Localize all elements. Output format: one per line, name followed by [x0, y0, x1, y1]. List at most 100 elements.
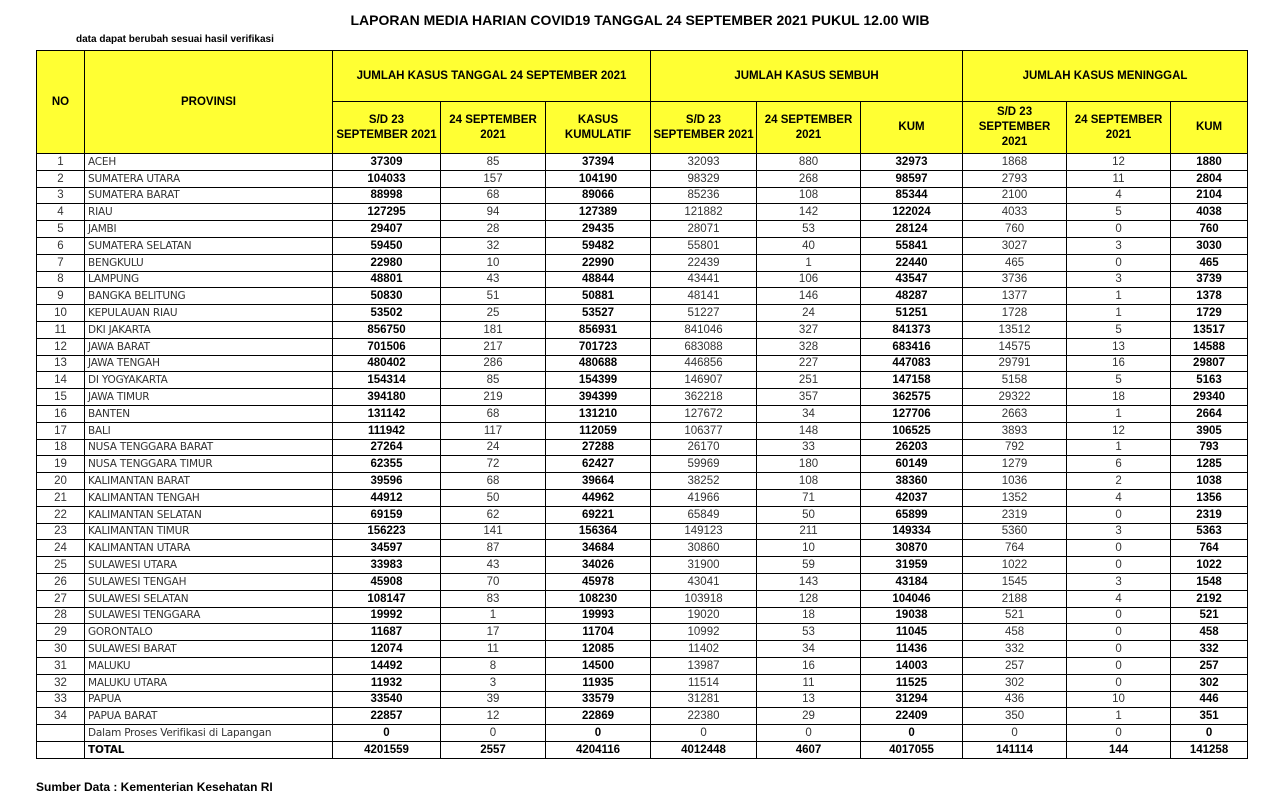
value-cell: 14003	[860, 656, 964, 675]
value-cell: 104190	[544, 169, 652, 188]
value-cell: 792	[962, 438, 1068, 457]
value-cell: 59	[756, 556, 862, 574]
value-cell: 69159	[332, 505, 441, 524]
province: MALUKU UTARA	[84, 673, 333, 692]
value-cell: 10	[1066, 690, 1172, 709]
value-cell: 302	[1170, 673, 1249, 692]
value-cell: 880	[756, 153, 862, 171]
value-cell: 2188	[962, 589, 1068, 608]
header-cell: NO	[36, 50, 85, 154]
value-cell: 4204116	[544, 740, 652, 759]
value-cell: 108147	[332, 589, 441, 608]
value-cell: 1	[1066, 404, 1172, 423]
value-cell: 12	[440, 707, 546, 726]
row-number: 28	[36, 606, 85, 625]
value-cell: 351	[1170, 707, 1249, 726]
table-row: 33 PAPUA 33540 39 33579 31281 13 31294 436 10 446	[36, 690, 1249, 709]
group-header: JUMLAH KASUS TANGGAL 24 SEPTEMBER 2021	[331, 50, 652, 102]
value-cell: 88998	[332, 186, 441, 205]
value-cell: 108	[756, 472, 862, 490]
value-cell: 29340	[1170, 388, 1249, 406]
value-cell: 34	[756, 404, 862, 423]
value-cell: 13	[756, 690, 862, 709]
sub-header: S/D 23 SEPTEMBER 2021	[650, 101, 758, 154]
table-row: 11 DKI JAKARTA 856750 181 856931 841046 327 841…	[36, 320, 1249, 339]
table-row: 21 KALIMANTAN TENGAH 44912 50 44962 41966 71 42…	[36, 488, 1249, 507]
value-cell: 14575	[962, 337, 1068, 356]
value-cell: 18	[1066, 388, 1172, 406]
value-cell: 446	[1170, 690, 1249, 709]
value-cell: 760	[962, 220, 1068, 238]
value-cell: 19993	[544, 606, 652, 625]
value-cell: 16	[1066, 354, 1172, 373]
row-number: 26	[36, 572, 85, 591]
header-cell: PROVINSI	[84, 50, 333, 154]
row-number: 25	[36, 556, 85, 574]
value-cell: 30860	[650, 539, 758, 558]
value-cell: 0	[1066, 673, 1172, 692]
value-cell: 4201559	[332, 740, 441, 759]
value-cell: 0	[1066, 656, 1172, 675]
value-cell: 5158	[962, 371, 1068, 390]
value-cell: 4012448	[650, 740, 758, 759]
value-cell: 181	[440, 320, 546, 339]
value-cell: 43547	[860, 270, 964, 289]
value-cell: 1	[1066, 438, 1172, 457]
sub-header: S/D 23 SEPTEMBER 2021	[962, 101, 1068, 154]
value-cell: 1377	[962, 287, 1068, 306]
value-cell: 122024	[860, 203, 964, 222]
value-cell: 12	[1066, 421, 1172, 440]
value-cell: 4017055	[860, 740, 964, 759]
row-number: 19	[36, 455, 85, 474]
value-cell: 108	[756, 186, 862, 205]
value-cell: 106	[756, 270, 862, 289]
value-cell: 480688	[544, 354, 652, 373]
value-cell: 0	[650, 724, 758, 742]
value-cell: 14492	[332, 656, 441, 675]
row-number: 17	[36, 421, 85, 440]
value-cell: 12074	[332, 640, 441, 658]
value-cell: 11	[756, 673, 862, 692]
value-cell: 465	[1170, 253, 1249, 272]
value-cell: 1038	[1170, 472, 1249, 490]
row-number: 7	[36, 253, 85, 272]
value-cell: 1	[756, 253, 862, 272]
value-cell: 332	[962, 640, 1068, 658]
sub-header: S/D 23 SEPTEMBER 2021	[332, 101, 441, 154]
value-cell: 62355	[332, 455, 441, 474]
table-row: 3 SUMATERA BARAT 88998 68 89066 85236 108 85344…	[36, 186, 1249, 205]
value-cell: 142	[756, 203, 862, 222]
covid-table: NO PROVINSI JUMLAH KASUS TANGGAL 24 SEPT…	[36, 50, 1249, 759]
table-row: 1 ACEH 37309 85 37394 32093 880 32973 1868 12 1880	[36, 153, 1249, 171]
value-cell: 3	[1066, 270, 1172, 289]
value-cell: 764	[962, 539, 1068, 558]
value-cell: 683088	[650, 337, 758, 356]
value-cell: 127672	[650, 404, 758, 423]
value-cell: 70	[440, 572, 546, 591]
province: JAMBI	[84, 220, 333, 238]
value-cell: 44912	[332, 488, 441, 507]
value-cell: 127706	[860, 404, 964, 423]
value-cell: 31281	[650, 690, 758, 709]
table-row: 12 JAWA BARAT 701506 217 701723 683088 328 6834…	[36, 337, 1249, 356]
value-cell: 26170	[650, 438, 758, 457]
value-cell: 149123	[650, 522, 758, 541]
value-cell: 0	[544, 724, 652, 742]
source: Sumber Data : Kementerian Kesehatan RI	[36, 780, 273, 794]
value-cell: 29791	[962, 354, 1068, 373]
value-cell: 2319	[962, 505, 1068, 524]
value-cell: 53	[756, 220, 862, 238]
value-cell: 48801	[332, 270, 441, 289]
value-cell: 11932	[332, 673, 441, 692]
value-cell: 39	[440, 690, 546, 709]
province: KEPULAUAN RIAU	[84, 304, 333, 322]
value-cell: 31959	[860, 556, 964, 574]
value-cell: 37394	[544, 153, 652, 171]
value-cell: 0	[1066, 539, 1172, 558]
value-cell: 0	[756, 724, 862, 742]
row-number: 31	[36, 656, 85, 675]
value-cell: 2104	[1170, 186, 1249, 205]
row-number: 11	[36, 320, 85, 339]
value-cell: 144	[1066, 740, 1172, 759]
